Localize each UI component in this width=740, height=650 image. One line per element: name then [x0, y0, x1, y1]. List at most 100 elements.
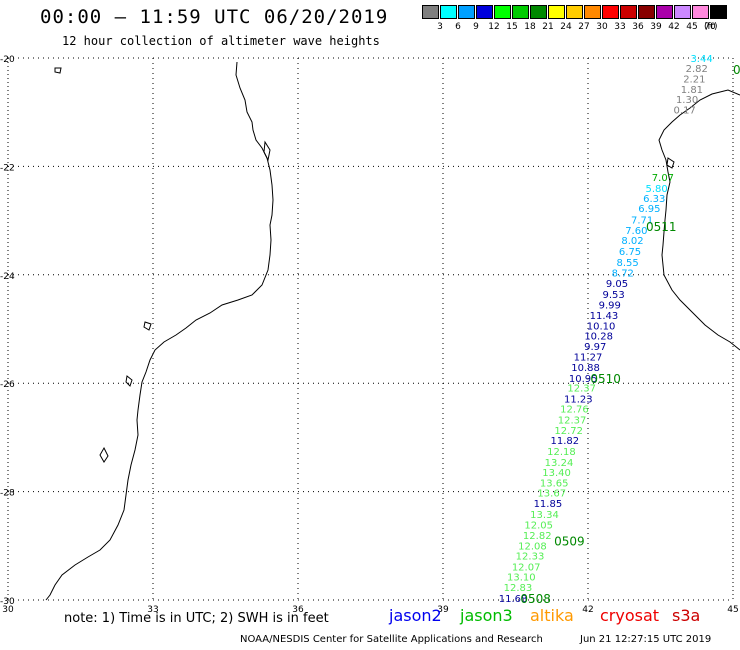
wave-height-value: 9.97: [584, 342, 606, 353]
wave-height-value: 13.40: [542, 468, 571, 479]
wave-height-value: 11.23: [564, 394, 593, 405]
wave-height-value: 13.24: [545, 458, 574, 469]
legend-label: 24: [560, 22, 572, 32]
wave-height-value: 7.07: [652, 173, 674, 184]
legend-swatch: [476, 5, 493, 19]
wave-height-value: 13.65: [540, 478, 569, 489]
wave-height-value: 10.88: [571, 363, 600, 374]
wave-height-value: 10.28: [584, 332, 613, 343]
legend-label: 12: [488, 22, 500, 32]
legend-swatch: [440, 5, 457, 19]
satellite-name-altika: altika: [530, 606, 574, 625]
island-inhaca: [143, 321, 152, 331]
satellite-name-s3a: s3a: [672, 606, 701, 625]
wave-height-value: 1.81: [681, 85, 703, 96]
wave-height-value: 12.07: [512, 562, 541, 573]
legend-label: 42: [668, 22, 680, 32]
legend-label: 21: [542, 22, 554, 32]
legend-label: 70: [704, 22, 716, 32]
lon-tick-label: 30: [2, 605, 14, 615]
legend-label: 6: [455, 22, 461, 32]
legend-swatch: [566, 5, 583, 19]
legend-swatch: [422, 5, 439, 19]
legend-label: 9: [473, 22, 479, 32]
coastline: [45, 61, 740, 601]
wave-height-value: 8.02: [621, 236, 643, 247]
wave-height-value: 6.95: [638, 204, 660, 215]
island-madagascar: [666, 157, 675, 169]
wave-height-value: 10.10: [587, 322, 616, 333]
lon-tick-label: 45: [727, 605, 738, 615]
pass-time-label: 05: [733, 63, 740, 77]
wave-height-value: 5.80: [646, 184, 668, 195]
footer-timestamp: Jun 21 12:27:15 UTC 2019: [580, 634, 712, 645]
legend-label: 36: [632, 22, 644, 32]
legend-swatch: [458, 5, 475, 19]
island-bazaruto: [263, 140, 271, 162]
satellite-name-jason3: jason3: [460, 606, 513, 625]
wave-height-value: 0.17: [674, 105, 696, 116]
wave-height-value: 12.33: [516, 552, 545, 563]
map-title: 00:00 – 11:59 UTC 06/20/2019: [40, 6, 389, 28]
map-grid: 30 33 36 39 42 45 -20 -22 -24 -26 -28 -30: [0, 55, 739, 615]
wave-height-value: 12.18: [547, 447, 576, 458]
legend-swatch: [710, 5, 727, 19]
island-coast-a: [99, 446, 109, 463]
wave-height-value: 12.72: [554, 426, 583, 437]
wave-height-value: 1.30: [676, 95, 698, 106]
wave-height-value: 8.72: [612, 269, 634, 280]
lat-tick-label: -28: [0, 489, 15, 499]
wave-height-value: 12.82: [523, 531, 552, 542]
island-coast-b: [125, 375, 133, 387]
lon-tick-label: 42: [582, 605, 593, 615]
wave-height-value: 11.43: [590, 311, 619, 322]
wave-height-value: 2.82: [686, 64, 708, 75]
wave-height-value: 10.95: [569, 374, 598, 385]
legend-label: 3: [437, 22, 443, 32]
lat-tick-label: -30: [0, 597, 15, 607]
legend-swatch: [548, 5, 565, 19]
pass-time-label: 0510: [590, 372, 621, 386]
wave-height-value: 13.10: [507, 573, 536, 584]
legend-swatch: [512, 5, 529, 19]
legend-label: 45: [686, 22, 698, 32]
pass-time-labels: 05 0511 0510 0509 0508: [520, 63, 740, 606]
legend-label: 27: [578, 22, 590, 32]
pass-time-label: 0508: [520, 592, 551, 606]
wave-height-value: 9.99: [599, 301, 621, 312]
satellite-name-jason2: jason2: [389, 606, 442, 625]
legend-swatch: [602, 5, 619, 19]
wave-height-value: 9.05: [606, 279, 628, 290]
legend-swatch: [584, 5, 601, 19]
wave-height-value: 12.37: [558, 416, 587, 427]
wave-height-value: 13.34: [530, 510, 559, 521]
wave-height-value: 7.71: [631, 216, 653, 227]
wave-height-value: 8.55: [617, 258, 639, 269]
legend-swatch: [494, 5, 511, 19]
wave-height-value: 12.05: [524, 521, 553, 532]
legend-label: 15: [506, 22, 518, 32]
legend-swatch: [638, 5, 655, 19]
wave-height-value: 12.83: [504, 583, 533, 594]
madagascar-coastline: [658, 89, 740, 351]
legend-swatch: [692, 5, 709, 19]
wave-height-value: 7.60: [625, 226, 647, 237]
wave-height-value: 6.75: [619, 247, 641, 258]
lon-tick-label: 36: [292, 605, 304, 615]
wave-height-value: 9.53: [602, 290, 624, 301]
footer-credit: NOAA/NESDIS Center for Satellite Applica…: [240, 634, 543, 645]
lat-tick-label: -20: [0, 55, 15, 65]
legend-swatch: [656, 5, 673, 19]
legend-label: 18: [524, 22, 536, 32]
footer-note: note: 1) Time is in UTC; 2) SWH is in fe…: [64, 611, 329, 626]
wave-height-value: 12.08: [518, 541, 547, 552]
wave-height-value: 11.27: [574, 353, 603, 364]
map-subtitle: 12 hour collection of altimeter wave hei…: [62, 34, 380, 48]
wave-height-value: 11.68: [499, 594, 528, 605]
pass-time-label: 0509: [554, 534, 585, 548]
legend-swatch: [674, 5, 691, 19]
wave-height-value: 11.85: [534, 499, 563, 510]
island-north: [54, 67, 62, 74]
legend-unit-label: (ft): [704, 22, 718, 32]
